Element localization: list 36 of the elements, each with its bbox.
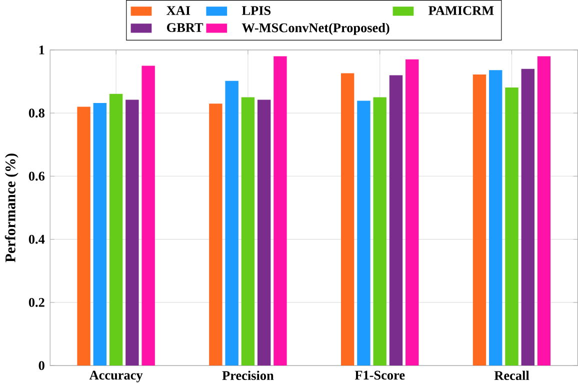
bar	[389, 75, 403, 366]
y-tick-label: 0.6	[28, 172, 45, 181]
bar	[93, 102, 107, 366]
bar	[340, 73, 354, 366]
y-tick-label: 1	[39, 45, 44, 54]
bar	[209, 104, 222, 366]
bar	[77, 106, 90, 366]
bar	[373, 97, 386, 366]
x-tick-label: Recall	[494, 370, 530, 380]
legend-label: PAMICRM	[428, 6, 494, 15]
x-tick-label: Accuracy	[89, 370, 143, 382]
bar	[241, 97, 255, 366]
y-axis-title: Performance (%)	[4, 154, 18, 262]
bar	[357, 100, 370, 366]
legend-label: GBRT	[166, 23, 204, 32]
bar	[142, 66, 155, 366]
bar	[126, 100, 139, 366]
bar	[505, 87, 518, 366]
bar	[225, 80, 238, 366]
bar	[489, 70, 502, 366]
legend-label: LPIS	[242, 6, 271, 15]
legend-label: W-MSConvNet(Proposed)	[242, 22, 390, 35]
bar	[257, 100, 271, 366]
bar	[109, 94, 123, 366]
legend-label: XAI	[166, 6, 190, 15]
y-tick-label: 0.4	[28, 234, 45, 244]
y-tick-label: 0.8	[28, 108, 44, 118]
y-tick-label: 0	[38, 360, 44, 370]
bar	[537, 56, 551, 366]
x-tick-label: F1-Score	[354, 370, 405, 380]
x-tick-label: Precision	[222, 370, 274, 380]
y-tick-label: 0.2	[28, 298, 44, 307]
bar	[406, 59, 419, 366]
bar	[472, 74, 486, 366]
bar	[274, 56, 287, 366]
bar	[521, 68, 534, 366]
